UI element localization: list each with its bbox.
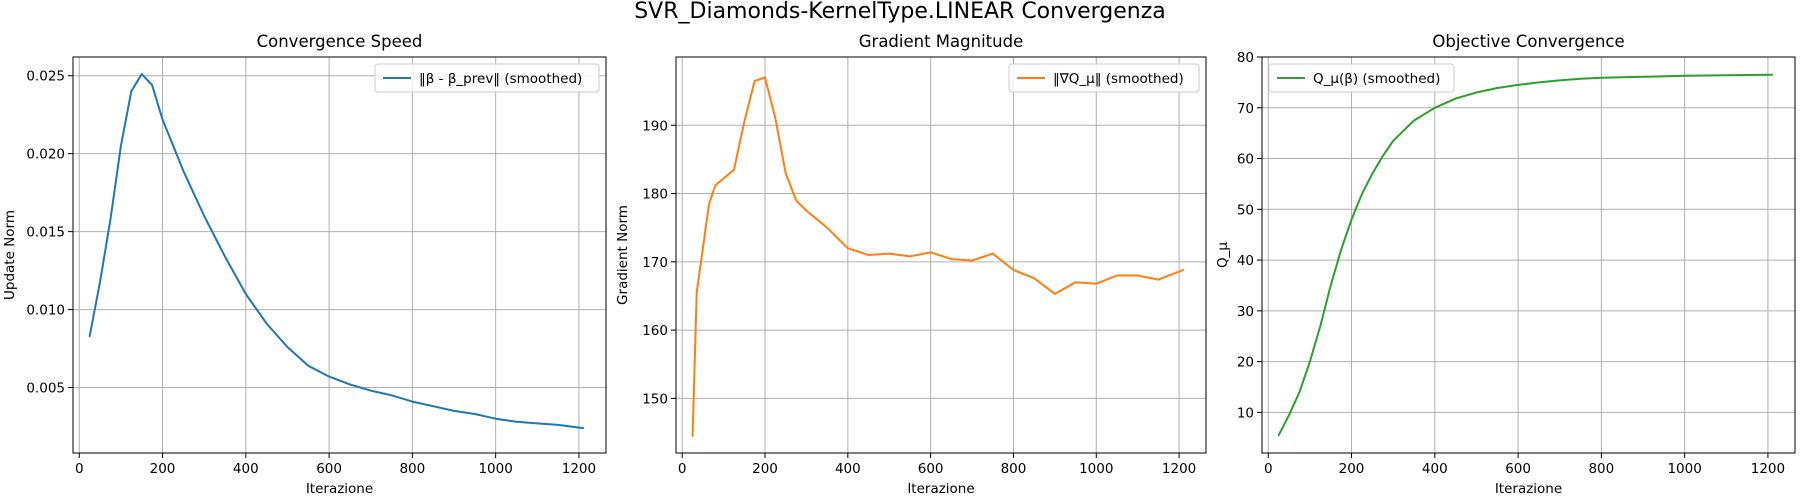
y-tick-label: 180: [642, 187, 668, 203]
x-tick-label: 800: [1588, 461, 1614, 477]
x-tick-label: 200: [150, 461, 176, 477]
x-tick-label: 1000: [478, 461, 512, 477]
subplot-3: 0 200 400 600 800 1000 1200 10 20 30 40 50 60 70 80 Obj…: [1215, 32, 1796, 497]
x-tick-label: 800: [399, 461, 425, 477]
x-tick-label: 1200: [1751, 461, 1785, 477]
x-tick-label: 400: [233, 461, 259, 477]
series-line-1: [1277, 73, 1774, 437]
x-tick-label: 400: [1422, 461, 1448, 477]
x-tick-label: 600: [1505, 461, 1531, 477]
y-tick-label: 160: [642, 323, 668, 339]
x-tick-label: 400: [835, 461, 861, 477]
legend-label: Q_μ(β) (smoothed): [1313, 71, 1440, 87]
x-axis-label: Iterazione: [306, 481, 373, 497]
subplot-1: 0 200 400 600 800 1000 1200 0.005 0.010 0.015 0.02…: [2, 32, 607, 497]
y-tick-label: 150: [642, 391, 668, 407]
y-tick-label: 80: [1237, 50, 1254, 66]
y-tick-label: 60: [1237, 152, 1254, 168]
x-tick-label: 600: [918, 461, 944, 477]
x-tick-label: 200: [1339, 461, 1365, 477]
y-tick-label: 0.010: [26, 303, 65, 319]
y-tick-label: 0.005: [26, 381, 65, 397]
x-tick-label: 800: [1001, 461, 1027, 477]
y-axis-label: Update Norm: [2, 210, 18, 300]
y-tick-label: 0.015: [26, 225, 65, 241]
figure-title: SVR_Diamonds-KernelType.LINEAR Convergen…: [634, 0, 1166, 24]
x-tick-label: 0: [678, 461, 687, 477]
x-tick-label: 1200: [1162, 461, 1196, 477]
series-line-1: [88, 73, 585, 430]
x-tick-label: 0: [75, 461, 84, 477]
subplot-title: Objective Convergence: [1432, 32, 1624, 51]
y-tick-label: 170: [642, 255, 668, 271]
legend: ‖β - β_prev‖ (smoothed): [374, 63, 600, 93]
x-axis-label: Iterazione: [907, 481, 974, 497]
y-tick-label: 20: [1237, 355, 1254, 371]
subplot-title: Convergence Speed: [257, 32, 423, 51]
y-tick-label: 30: [1237, 304, 1254, 320]
axes-frame: [675, 56, 1207, 454]
y-tick-label: 50: [1237, 202, 1254, 218]
x-tick-label: 1200: [562, 461, 596, 477]
y-tick-label: 0.020: [26, 147, 65, 163]
y-tick-label: 40: [1237, 253, 1254, 269]
x-tick-label: 0: [1264, 461, 1273, 477]
x-tick-label: 600: [316, 461, 342, 477]
legend-label: ‖∇Q_μ‖ (smoothed): [1053, 71, 1184, 87]
subplot-title: Gradient Magnitude: [859, 32, 1023, 51]
legend: ‖∇Q_μ‖ (smoothed): [1008, 63, 1200, 93]
legend-box: [374, 63, 600, 93]
x-tick-label: 1000: [1079, 461, 1113, 477]
legend-box: [1268, 63, 1455, 93]
axes-frame: [72, 56, 607, 454]
y-tick-label: 70: [1237, 101, 1254, 117]
y-tick-label: 190: [642, 118, 668, 134]
x-tick-label: 200: [752, 461, 778, 477]
series-line-1: [691, 76, 1185, 437]
x-axis-label: Iterazione: [1495, 481, 1562, 497]
subplot-2: 0 200 400 600 800 1000 1200 150 160 170 180 190 Grad…: [615, 32, 1207, 497]
y-axis-label: Gradient Norm: [615, 205, 631, 305]
legend: Q_μ(β) (smoothed): [1268, 63, 1455, 93]
y-tick-label: 0.025: [26, 69, 65, 85]
x-tick-label: 1000: [1667, 461, 1701, 477]
y-tick-label: 10: [1237, 405, 1254, 421]
legend-label: ‖β - β_prev‖ (smoothed): [419, 71, 582, 87]
legend-box: [1008, 63, 1200, 93]
axes-frame: [1261, 56, 1796, 454]
y-axis-label: Q_μ: [1215, 242, 1231, 268]
